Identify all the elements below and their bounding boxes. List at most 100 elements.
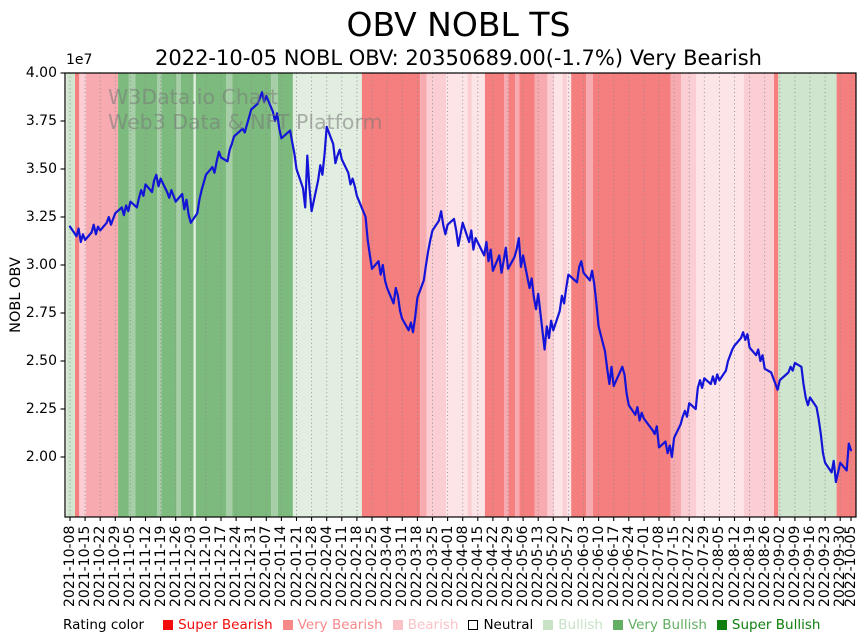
legend-item-neutral: Neutral xyxy=(468,617,533,633)
y-tick-label: 3.00 xyxy=(25,257,57,273)
legend-item-very-bullish: Very Bullish xyxy=(612,617,707,633)
rating-band-bearish_pale xyxy=(696,73,744,517)
plot-border xyxy=(64,72,857,518)
rating-band-bearish xyxy=(586,73,593,517)
x-tick-label: 2021-10-08 xyxy=(62,525,78,607)
rating-band-bearish xyxy=(504,73,509,517)
x-tick-label: 2022-03-11 xyxy=(394,525,411,607)
legend-item-label: Super Bullish xyxy=(731,617,821,633)
x-tick-label: 2022-08-12 xyxy=(726,525,743,607)
x-tick-label: 2022-06-03 xyxy=(575,525,592,607)
x-tick-label: 2021-10-22 xyxy=(92,525,109,607)
legend-item-label: Super Bearish xyxy=(178,617,273,633)
x-tick-label: 2022-02-25 xyxy=(364,525,380,607)
rating-band-very_bullish xyxy=(118,73,129,517)
legend-item-label: Neutral xyxy=(483,617,534,633)
x-tick-label: 2021-10-15 xyxy=(77,525,94,607)
x-tick-label: 2022-02-04 xyxy=(318,525,335,607)
x-tick-label: 2022-06-17 xyxy=(605,525,622,607)
x-tick-label: 2022-04-08 xyxy=(454,525,471,607)
obv-line xyxy=(68,91,853,484)
rating-band-very_bearish xyxy=(592,73,671,517)
x-tick-label: 2021-12-03 xyxy=(182,525,199,607)
rating-band-bearish_light xyxy=(743,73,774,517)
legend-swatch-icon xyxy=(716,620,727,630)
legend-item-label: Bearish xyxy=(407,617,459,633)
rating-band-bullish_pale xyxy=(193,73,196,517)
rating-band-bearish xyxy=(85,73,119,517)
rating-band-very_bearish xyxy=(508,73,516,517)
rating-band-bearish xyxy=(515,73,520,517)
x-tick-label: 2022-08-26 xyxy=(756,525,773,607)
y-tick-label: 2.00 xyxy=(25,449,57,465)
rating-band-very_bullish xyxy=(135,73,157,517)
x-tick-label: 2022-03-04 xyxy=(379,525,396,607)
legend-item-bearish: Bearish xyxy=(392,617,459,633)
x-tick-label: 2022-09-02 xyxy=(771,525,788,607)
legend-swatch-icon xyxy=(468,620,479,630)
x-tick-label: 2022-09-09 xyxy=(786,525,803,607)
x-tick-label: 2022-08-05 xyxy=(711,525,728,607)
legend-item-bullish: Bullish xyxy=(543,617,603,633)
legend-swatch-icon xyxy=(282,620,293,630)
rating-band-bearish_light xyxy=(79,73,86,517)
rating-band-very_bearish xyxy=(571,73,587,517)
x-tick-label: 2021-11-19 xyxy=(152,525,169,607)
chart-subtitle: 2022-10-05 NOBL OBV: 20350689.00(-1.7%) … xyxy=(154,46,762,70)
x-tick-label: 2022-01-14 xyxy=(273,525,290,607)
legend-item-label: Very Bullish xyxy=(627,617,707,633)
legend-swatch-icon xyxy=(612,620,623,630)
x-tick-label: 2022-01-28 xyxy=(303,525,320,607)
rating-band-bearish_light xyxy=(547,73,554,517)
x-tick-label: 2022-02-11 xyxy=(333,525,350,607)
watermark-line-1: W3Data.io Chart xyxy=(108,85,278,109)
x-tick-label: 2022-03-25 xyxy=(424,525,441,607)
legend-items: Super Bearish Very Bearish Bearish Neutral B… xyxy=(153,617,820,633)
x-tick-label: 2022-03-18 xyxy=(409,525,426,607)
rating-band-very_bullish xyxy=(232,73,272,517)
rating-band-bullish_pale xyxy=(292,73,362,517)
x-tick-label: 2022-04-29 xyxy=(500,525,516,607)
legend-swatch-icon xyxy=(392,620,403,630)
rating-legend: Rating color Super Bearish Very Bearish Be… xyxy=(63,615,820,635)
y-tick-label: 3.25 xyxy=(25,209,57,225)
x-tick-label: 2022-08-19 xyxy=(741,525,758,607)
rating-band-bullish_mid xyxy=(157,73,162,517)
x-tick-label: 2022-04-15 xyxy=(469,525,486,607)
y-tick-label: 2.25 xyxy=(25,401,57,417)
rating-band-bullish_mid xyxy=(271,73,278,517)
legend-swatch-icon xyxy=(543,620,554,630)
rating-band-very_bearish xyxy=(519,73,535,517)
y-tick-label: 2.50 xyxy=(25,353,57,369)
rating-band-bearish_light xyxy=(467,73,472,517)
x-tick-label: 2022-01-21 xyxy=(288,525,305,607)
rating-band-bearish xyxy=(420,73,427,517)
rating-band-bullish xyxy=(778,73,837,517)
rating-band-very_bearish xyxy=(836,73,856,517)
x-tick-label: 2022-07-22 xyxy=(681,525,698,607)
rating-band-very_bullish xyxy=(195,73,226,517)
rating-band-very_bullish xyxy=(180,73,194,517)
x-tick-label: 2022-04-01 xyxy=(439,525,456,607)
x-tick-label: 2022-05-27 xyxy=(560,525,577,607)
legend-item-super-bearish: Super Bearish xyxy=(163,617,273,633)
rating-band-bearish_pale xyxy=(553,73,563,517)
y-axis-offset-label: 1e7 xyxy=(66,52,93,68)
rating-band-bullish xyxy=(66,73,75,517)
rating-band-bearish_pale xyxy=(566,73,572,517)
x-tick-label: 2022-07-15 xyxy=(666,525,683,607)
rating-band-very_bearish xyxy=(774,73,779,517)
legend-item-label: Bullish xyxy=(558,617,603,633)
x-tick-label: 2022-10-05 xyxy=(843,525,859,607)
rating-band-bearish_light xyxy=(426,73,446,517)
page-title: OBV NOBL TS xyxy=(346,5,571,44)
legend-title: Rating color xyxy=(63,617,145,633)
x-tick-label: 2022-06-24 xyxy=(620,525,637,607)
x-tick-label: 2021-11-12 xyxy=(137,525,154,607)
rating-band-very_bearish xyxy=(75,73,80,517)
rating-band-bullish_mid xyxy=(128,73,136,517)
y-tick-label: 3.75 xyxy=(25,113,57,129)
x-tick-label: 2022-05-13 xyxy=(530,525,547,607)
x-tick-label: 2021-12-24 xyxy=(228,525,245,607)
